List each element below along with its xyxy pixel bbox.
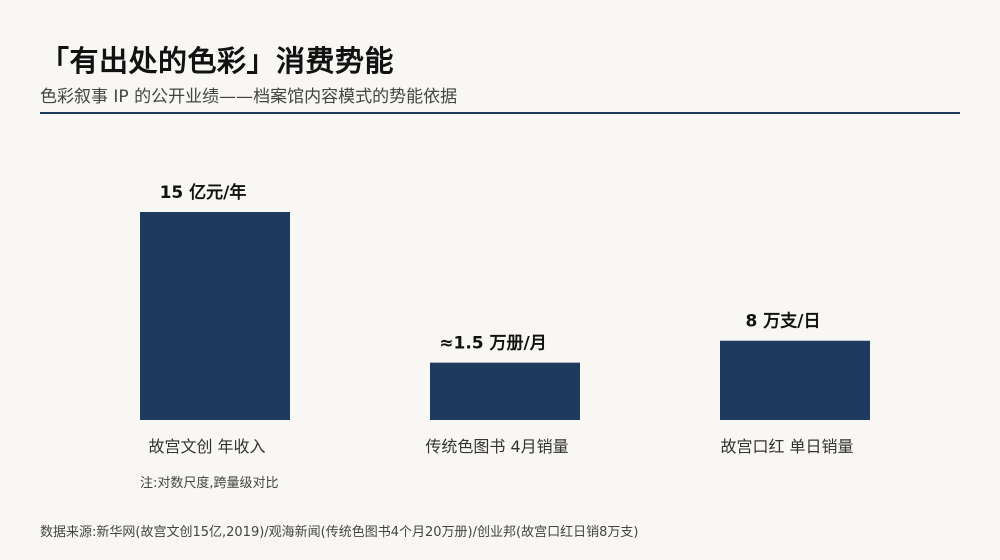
data-source: 数据来源:新华网(故宫文创15亿,2019)/观海新闻(传统色图书4个月20万册… bbox=[40, 525, 639, 540]
data-label-1: ≈1.5 万册/月 bbox=[439, 334, 547, 354]
page-subtitle: 色彩叙事 IP 的公开业绩——档案馆内容模式的势能依据 bbox=[40, 87, 458, 107]
data-label-2: 8 万支/日 bbox=[746, 311, 821, 332]
page-title: 「有出处的色彩」消费势能 bbox=[40, 44, 395, 78]
bar-2 bbox=[720, 340, 870, 420]
category-label-2: 故宫口红 单日销量 bbox=[720, 437, 853, 456]
scale-note: 注:对数尺度,跨量级对比 bbox=[140, 476, 279, 491]
category-label-1: 传统色图书 4月销量 bbox=[425, 437, 568, 456]
category-label-0: 故宫文创 年收入 bbox=[148, 437, 265, 456]
bar-1 bbox=[430, 362, 580, 420]
data-label-0: 15 亿元/年 bbox=[160, 182, 247, 203]
bar-0 bbox=[140, 211, 290, 420]
title-divider bbox=[40, 112, 960, 114]
